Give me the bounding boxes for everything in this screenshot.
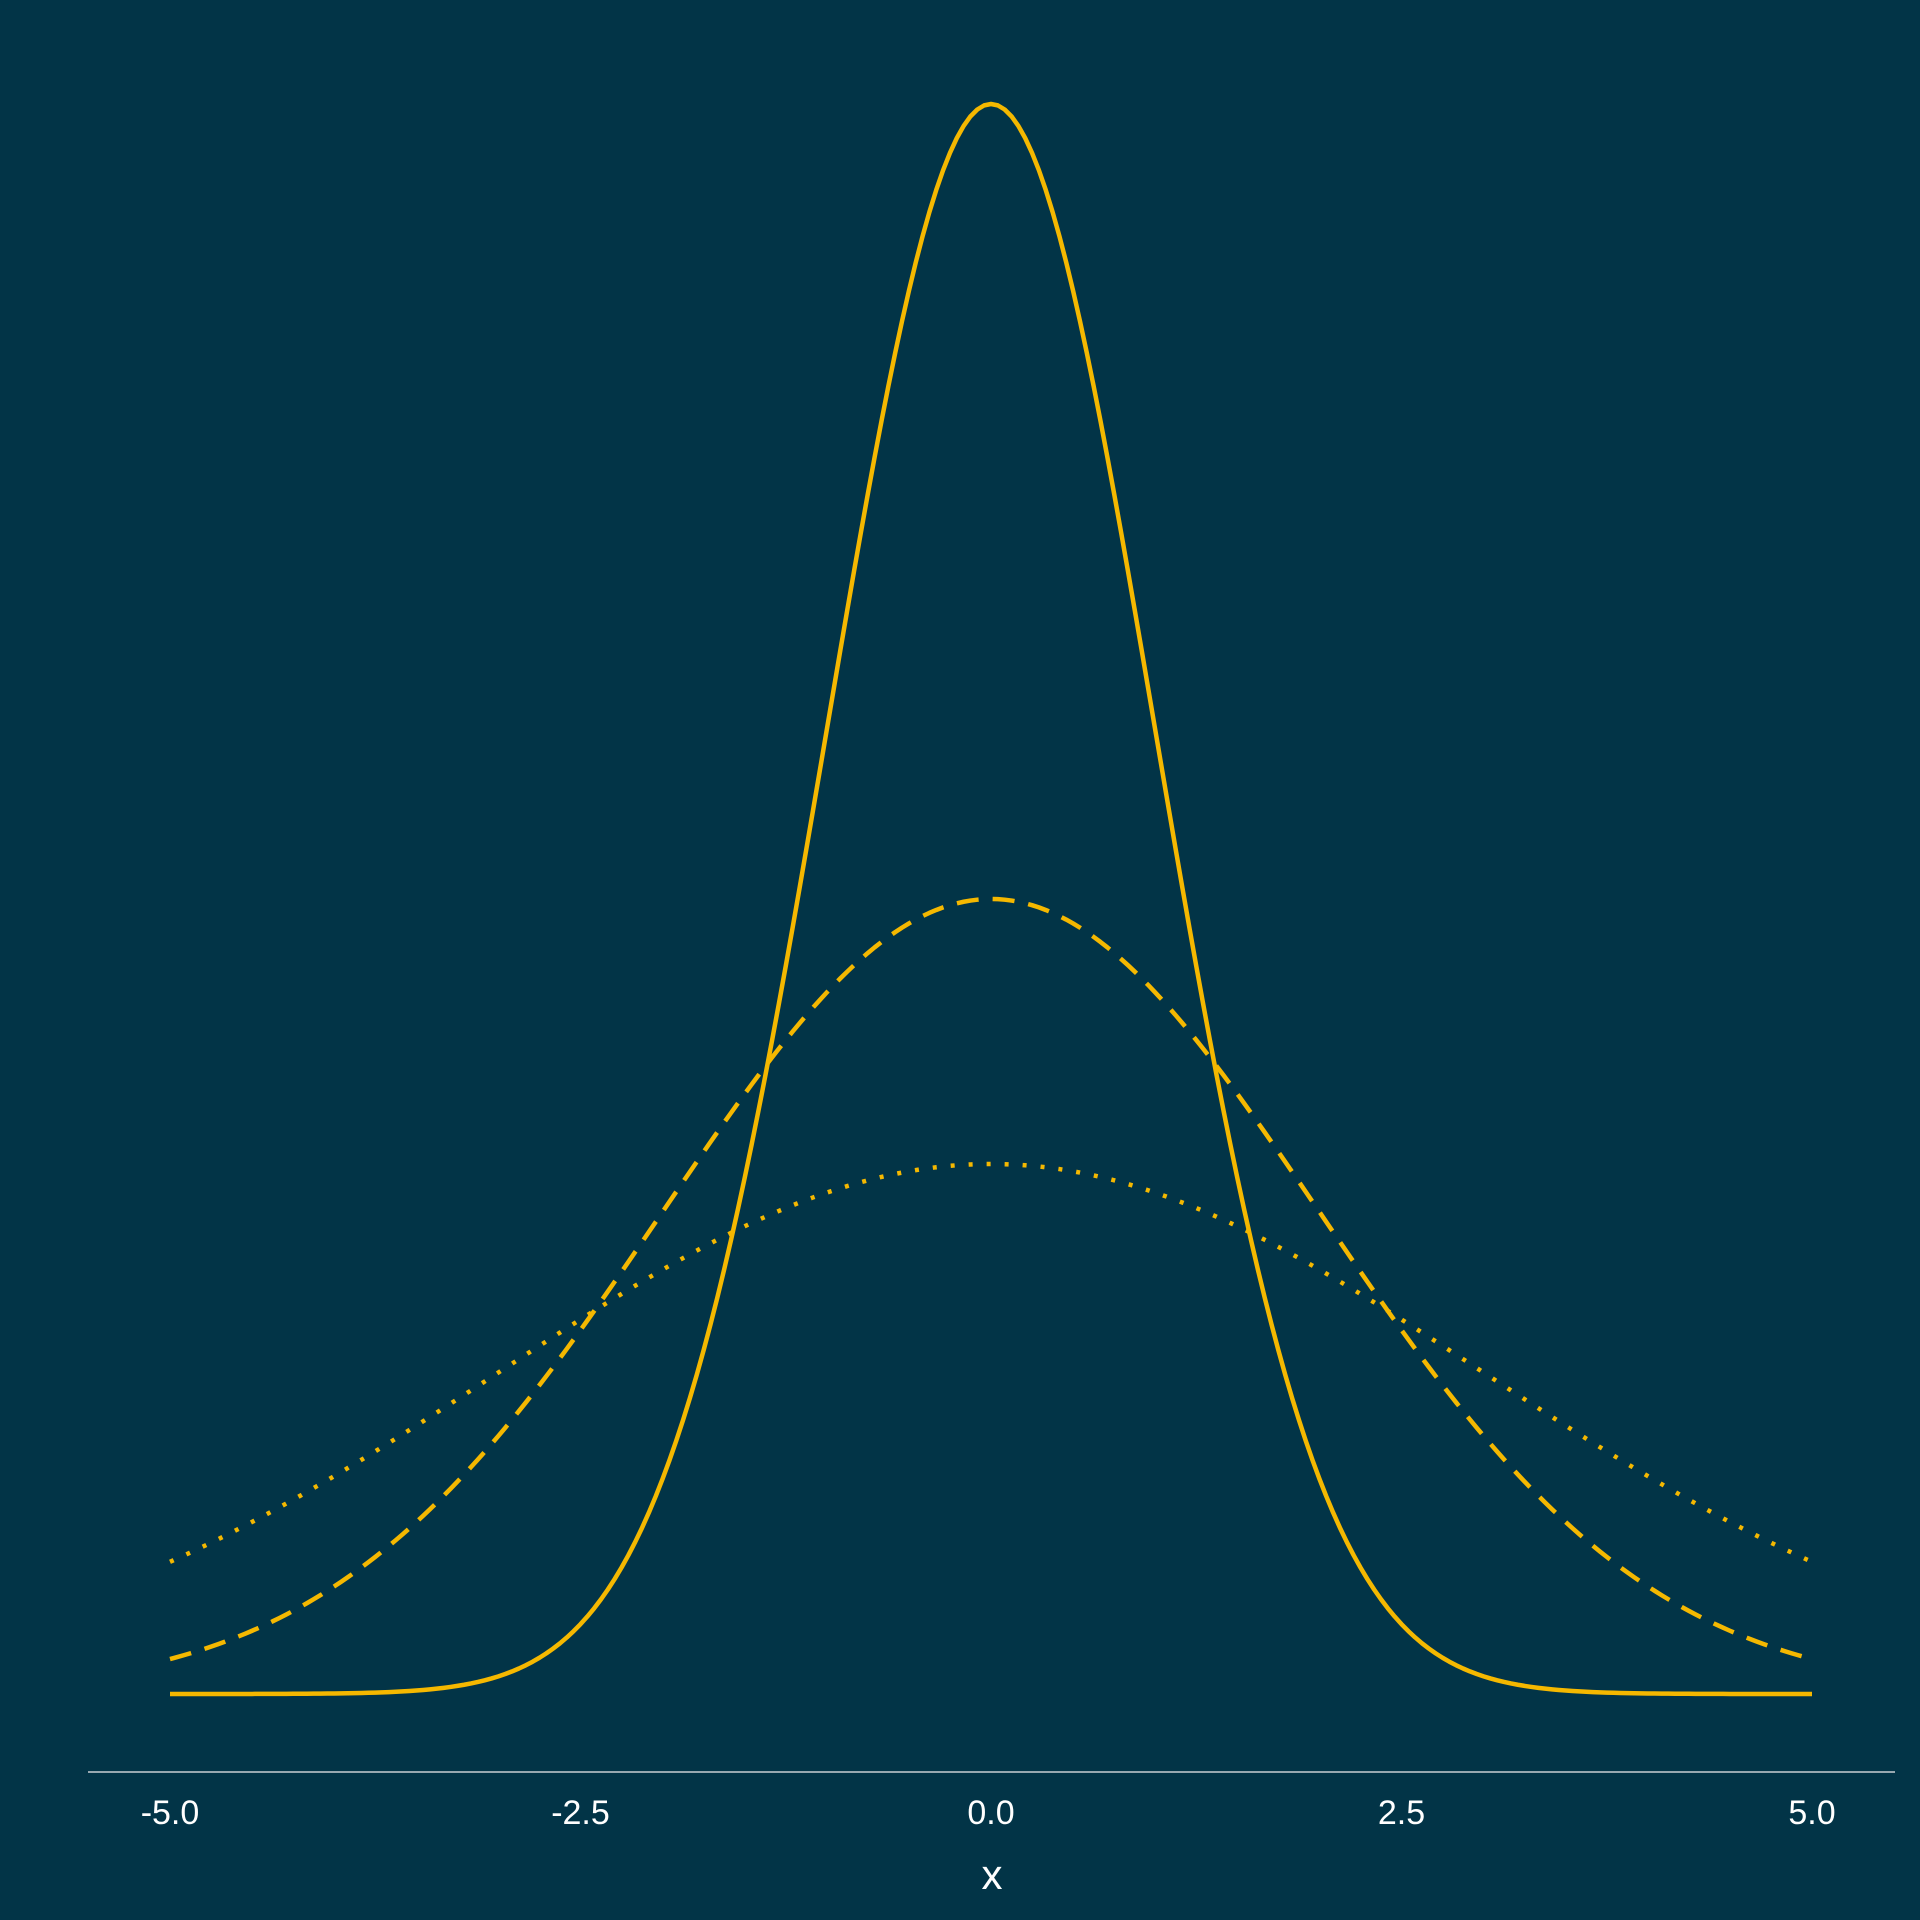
x-tick-label: -2.5 xyxy=(551,1794,610,1832)
series-layer xyxy=(169,101,1813,1697)
x-axis-title: x xyxy=(982,1851,1003,1898)
x-tick-label: -5.0 xyxy=(141,1794,200,1832)
x-tick-labels: -5.0 -2.5 0.0 2.5 5.0 xyxy=(141,1794,1836,1832)
x-tick-label: 2.5 xyxy=(1378,1794,1425,1832)
x-tick-label: 0.0 xyxy=(967,1794,1014,1832)
series-line-solid xyxy=(170,101,1812,1697)
x-tick-label: 5.0 xyxy=(1788,1794,1835,1832)
series-line-dotted xyxy=(169,1161,1813,1564)
